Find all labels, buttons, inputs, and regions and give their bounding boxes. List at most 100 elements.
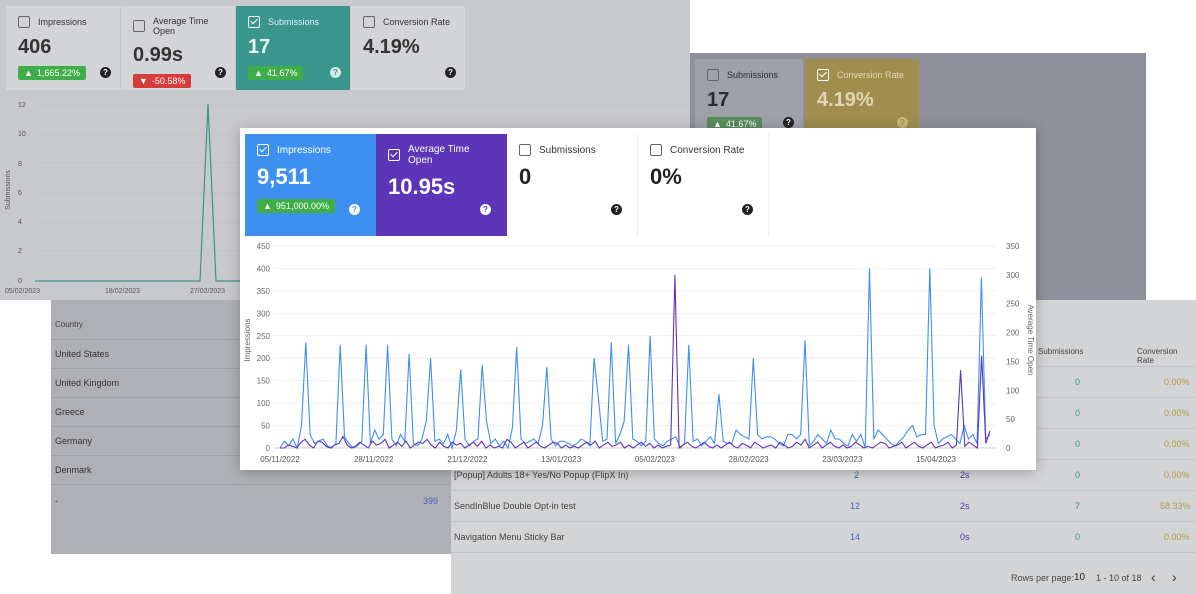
- y-tick: 4: [18, 219, 22, 226]
- card-value: 406: [18, 36, 52, 58]
- rows-per-page-select[interactable]: 10: [1074, 572, 1086, 583]
- checkbox-icon[interactable]: [363, 16, 375, 28]
- x-tick: 05/11/2022: [260, 455, 300, 464]
- y-axis-label: Submissions: [5, 170, 12, 210]
- card-label: Conversion Rate: [383, 17, 451, 27]
- popup-name: SendInBlue Double Opt-in test: [454, 501, 576, 511]
- card-label: Submissions: [268, 17, 320, 27]
- card-impressions[interactable]: Impressions 9,511 ▲ 951,000.00% ?: [245, 134, 376, 236]
- y-tick: 100: [257, 399, 271, 408]
- x-tick: 05/02/2023: [5, 288, 40, 295]
- x-tick: 13/01/2023: [541, 455, 582, 464]
- bg-card-conversion[interactable]: Conversion Rate 4.19% ?: [351, 6, 465, 90]
- card-value: 10.95s: [388, 174, 456, 199]
- y-right-tick: 0: [1006, 444, 1011, 453]
- y-tick: 0: [266, 444, 271, 453]
- chevron-right-icon[interactable]: ›: [1172, 569, 1177, 585]
- card-value: 4.19%: [817, 89, 874, 111]
- x-tick: 28/11/2022: [354, 455, 394, 464]
- card-avg-time[interactable]: Average Time Open 10.95s ?: [376, 134, 507, 236]
- column-header[interactable]: Submissions: [1038, 347, 1084, 356]
- bg-card-submissions[interactable]: Submissions 17 ▲ 41.67% ?: [695, 59, 803, 133]
- y-right-tick: 100: [1006, 386, 1020, 395]
- help-icon[interactable]: ?: [330, 67, 341, 78]
- table-row[interactable]: Denmark: [51, 456, 451, 485]
- card-label: Impressions: [277, 144, 331, 156]
- table-row[interactable]: Navigation Menu Sticky Bar 14 0s 0 0.00%: [451, 522, 1196, 553]
- card-label: Conversion Rate: [670, 144, 745, 156]
- card-value: 17: [707, 89, 730, 111]
- checkbox-icon[interactable]: [650, 144, 662, 156]
- table-row[interactable]: - 399: [55, 496, 439, 506]
- card-label: Submissions: [727, 70, 779, 80]
- change-badge: ▲ 41.67%: [707, 117, 763, 131]
- analytics-overlay: Impressions 9,511 ▲ 951,000.00% ? Averag…: [240, 128, 1036, 470]
- table-row[interactable]: SendInBlue Double Opt-in test 12 2s 7 58…: [451, 491, 1196, 522]
- help-icon[interactable]: ?: [783, 117, 794, 128]
- help-icon[interactable]: ?: [445, 67, 456, 78]
- y-tick: 12: [18, 102, 26, 109]
- card-value: 0%: [650, 164, 682, 189]
- change-badge: ▲ 41.67%: [248, 66, 304, 80]
- help-icon[interactable]: ?: [349, 204, 360, 215]
- help-icon[interactable]: ?: [611, 204, 622, 215]
- x-tick: 21/12/2022: [447, 455, 488, 464]
- y-right-tick: 250: [1006, 300, 1020, 309]
- avg-time-series-line: [280, 274, 991, 450]
- x-tick: 15/04/2023: [916, 455, 957, 464]
- card-label: Submissions: [539, 144, 596, 156]
- checkbox-checked-icon[interactable]: [248, 16, 260, 28]
- card-value: 4.19%: [363, 36, 420, 58]
- checkbox-icon[interactable]: [18, 16, 30, 28]
- card-conversion[interactable]: Conversion Rate 0% ?: [638, 134, 769, 236]
- help-icon[interactable]: ?: [215, 67, 226, 78]
- y-tick: 8: [18, 161, 22, 168]
- checkbox-icon[interactable]: [519, 144, 531, 156]
- table-row[interactable]: [Popup] Adults 18+ Yes/No Popup (FlipX I…: [451, 460, 1196, 491]
- y-tick: 250: [257, 332, 271, 341]
- change-badge: ▲ 1,665.22%: [18, 66, 86, 80]
- impressions-time-chart: 0 50 100 150 200 250 300 350 400 450 0 50 100 150 200…: [243, 242, 1035, 464]
- bg-card-conversion[interactable]: Conversion Rate 4.19% ?: [805, 59, 919, 133]
- x-tick: 27/02/2023: [190, 288, 225, 295]
- rows-per-page-label: Rows per page:: [1011, 573, 1075, 583]
- card-value: 0.99s: [133, 44, 184, 66]
- help-icon[interactable]: ?: [897, 117, 908, 128]
- bg-card-avg-time[interactable]: Average Time Open 0.99s ▼ -50.58% ?: [121, 6, 235, 90]
- column-header[interactable]: Conversion Rate: [1137, 347, 1178, 365]
- y-tick: 400: [257, 264, 271, 273]
- help-icon[interactable]: ?: [742, 204, 753, 215]
- card-label: Average Time Open: [408, 144, 470, 166]
- y-right-tick: 350: [1006, 242, 1020, 251]
- card-label: Average Time Open: [153, 16, 209, 36]
- y-tick: 200: [257, 354, 271, 363]
- card-label: Conversion Rate: [837, 70, 905, 80]
- y-right-tick: 150: [1006, 357, 1020, 366]
- pagination: Rows per page: 10 1 - 10 of 18 ‹ ›: [451, 560, 1196, 594]
- checkbox-icon[interactable]: [133, 20, 145, 32]
- chevron-left-icon[interactable]: ‹: [1151, 569, 1156, 585]
- help-icon[interactable]: ?: [480, 204, 491, 215]
- checkbox-checked-icon[interactable]: [817, 69, 829, 81]
- y-axis-label: Impressions: [243, 318, 252, 361]
- checkbox-icon[interactable]: [707, 69, 719, 81]
- checkbox-checked-icon[interactable]: [257, 144, 269, 156]
- bg-card-impressions[interactable]: Impressions 406 ▲ 1,665.22% ?: [6, 6, 120, 90]
- x-tick: 23/03/2023: [822, 455, 863, 464]
- submissions-line: [35, 103, 240, 282]
- y-tick: 150: [257, 377, 271, 386]
- y-tick: 10: [18, 131, 26, 138]
- card-value: 17: [248, 36, 271, 58]
- impressions-value: 399: [423, 496, 439, 506]
- card-submissions[interactable]: Submissions 0 ?: [507, 134, 638, 236]
- impressions-series-line: [279, 268, 991, 451]
- y-right-tick: 200: [1006, 329, 1020, 338]
- help-icon[interactable]: ?: [100, 67, 111, 78]
- checkbox-checked-icon[interactable]: [388, 149, 400, 161]
- y-tick: 300: [257, 309, 271, 318]
- x-tick: 18/02/2023: [105, 288, 140, 295]
- card-value: 9,511: [257, 164, 311, 189]
- x-tick: 05/02/2023: [635, 455, 676, 464]
- y-tick: 450: [257, 242, 271, 251]
- bg-card-submissions[interactable]: Submissions 17 ▲ 41.67% ?: [236, 6, 350, 90]
